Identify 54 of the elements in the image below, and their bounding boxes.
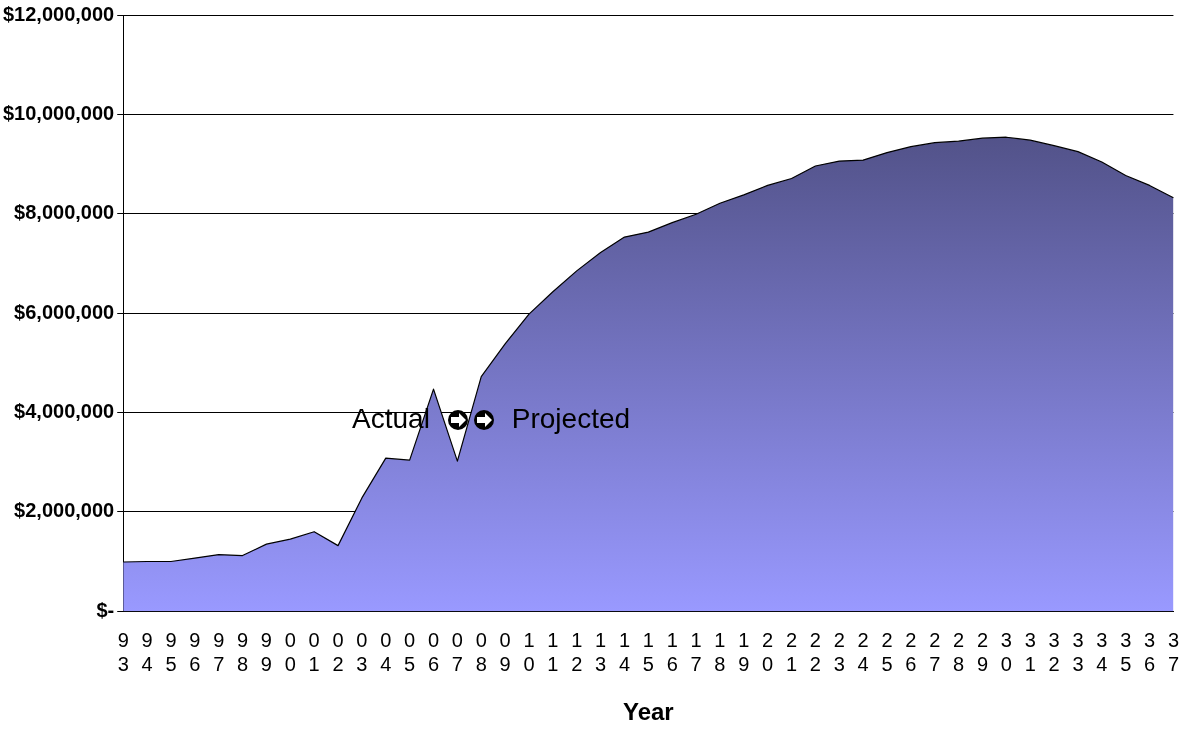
x-tick-label: 23 xyxy=(833,628,845,675)
y-tick-label: $6,000,000 xyxy=(14,300,115,323)
x-tick-label: 17 xyxy=(690,628,702,675)
x-tick-label: 24 xyxy=(857,628,869,675)
x-tick-label: 01 xyxy=(308,628,320,675)
x-tick-label: 98 xyxy=(237,628,249,675)
x-tick-label: 94 xyxy=(141,628,153,675)
x-tick-label: 12 xyxy=(571,628,583,675)
y-tick-label: $12,000,000 xyxy=(2,2,115,25)
x-tick-label: 18 xyxy=(714,628,726,675)
x-tick-label: 02 xyxy=(332,628,344,675)
y-tick-label: $10,000,000 xyxy=(2,101,115,124)
x-tick-label: 22 xyxy=(809,628,821,675)
x-tick-label: 05 xyxy=(404,628,416,675)
x-tick-label: 33 xyxy=(1072,628,1084,675)
x-tick-label: 06 xyxy=(427,628,440,675)
annotation: Projected xyxy=(511,403,631,435)
y-tick-label: $2,000,000 xyxy=(14,499,115,522)
x-tick-label: 35 xyxy=(1120,628,1132,675)
x-tick-label: 11 xyxy=(547,628,559,675)
x-tick-label: 37 xyxy=(1167,628,1179,675)
x-tick-label: 15 xyxy=(642,628,654,675)
x-axis-title: Year xyxy=(622,698,674,726)
x-tick-label: 00 xyxy=(284,628,296,675)
x-tick-label: 03 xyxy=(356,628,368,675)
x-tick-label: 26 xyxy=(905,628,917,675)
x-tick-label: 08 xyxy=(475,628,487,675)
x-tick-label: 27 xyxy=(929,628,941,675)
x-tick-label: 99 xyxy=(260,628,272,675)
x-tick-label: 10 xyxy=(523,628,535,675)
x-tick-label: 20 xyxy=(762,628,774,675)
x-tick-label: 28 xyxy=(953,628,965,675)
x-tick-label: 21 xyxy=(785,628,798,675)
x-tick-label: 97 xyxy=(213,628,225,675)
x-tick-label: 13 xyxy=(595,628,607,675)
x-tick-label: 93 xyxy=(117,628,129,675)
x-tick-label: 25 xyxy=(881,628,893,675)
x-tick-label: 31 xyxy=(1024,628,1036,675)
x-tick-label: 34 xyxy=(1096,628,1108,675)
x-tick-label: 09 xyxy=(499,628,511,675)
x-tick-label: 29 xyxy=(976,628,989,675)
x-tick-label: 36 xyxy=(1144,628,1156,675)
x-tick-label: 30 xyxy=(1000,628,1012,675)
x-tick-label: 32 xyxy=(1048,628,1060,675)
y-tick-label: $- xyxy=(96,598,115,621)
x-tick-label: 96 xyxy=(189,628,201,675)
x-tick-label: 16 xyxy=(666,628,678,675)
x-tick-label: 14 xyxy=(618,628,631,675)
y-tick-label: $8,000,000 xyxy=(14,201,115,224)
y-tick-label: $4,000,000 xyxy=(14,399,115,422)
x-tick-label: 04 xyxy=(380,628,392,675)
x-tick-label: 19 xyxy=(738,628,750,675)
x-tick-label: 07 xyxy=(451,628,463,675)
x-tick-label: 95 xyxy=(165,628,177,675)
